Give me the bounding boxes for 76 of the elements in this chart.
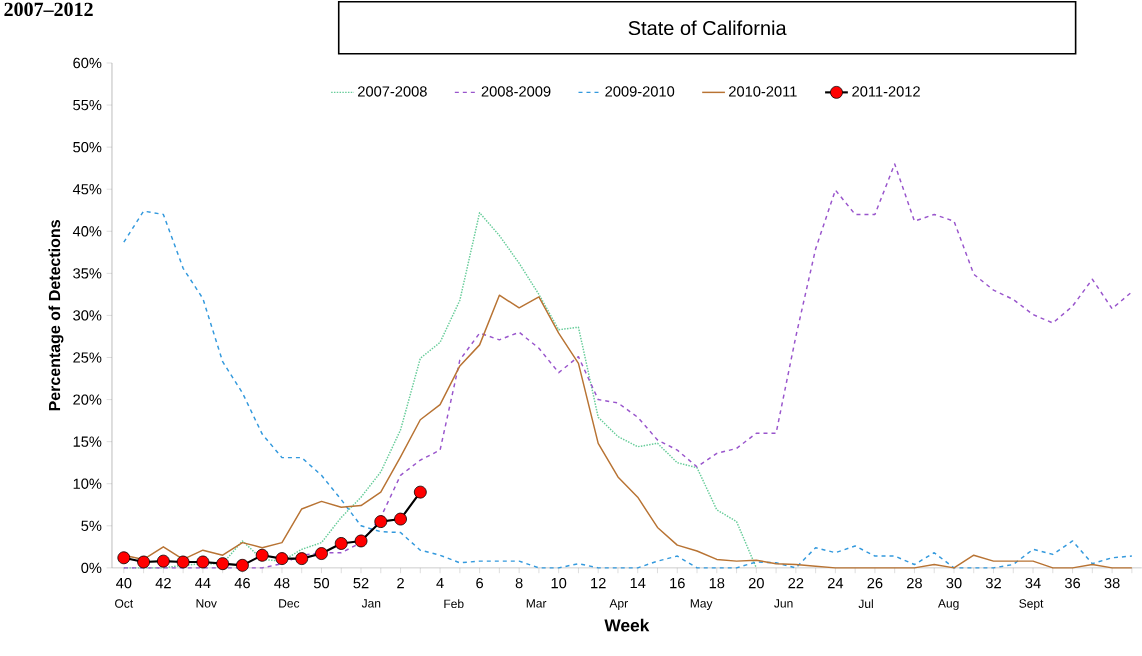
text: Mar (526, 599, 547, 608)
legend-label: 2010-2011 (729, 86, 797, 97)
y-tick-label: 5% (81, 520, 102, 532)
point (315, 547, 328, 561)
y-tick-label: 30% (73, 310, 102, 321)
x-tick-label: 6 (476, 578, 484, 589)
point (295, 552, 309, 566)
x-tick-label: 8 (515, 578, 523, 589)
point (137, 555, 150, 569)
x-tick-label: 22 (788, 578, 804, 589)
y-tick-label: 55% (73, 99, 102, 111)
y-tick-label: 45% (72, 184, 102, 195)
x-tick-label: 36 (1064, 578, 1081, 589)
x-tick-label: 24 (827, 578, 844, 589)
x-tick-label: 44 (195, 578, 211, 589)
point (413, 485, 427, 499)
text: Jan (361, 599, 381, 608)
x-axis-title: Week (604, 618, 650, 632)
y-tick-label: 0% (81, 562, 102, 574)
x-tick-label: 4 (436, 578, 444, 589)
legend-label: 2008-2009 (481, 86, 551, 97)
y-axis-title: Percentage of Detections (48, 220, 64, 411)
text: May (690, 599, 713, 611)
y-tick-label: 20% (73, 394, 102, 405)
point (275, 552, 289, 566)
text: Dec (279, 599, 300, 608)
chart-subtitle: State of California (628, 20, 787, 36)
point (176, 555, 190, 569)
x-tick-label: 52 (353, 578, 369, 589)
x-tick-label: 18 (709, 578, 725, 589)
x-tick-label: 16 (670, 578, 685, 589)
point (117, 551, 131, 565)
text: Jul (858, 599, 873, 609)
point (156, 554, 170, 568)
x-tick-label: 20 (748, 578, 764, 589)
point (374, 515, 388, 529)
point (255, 548, 269, 562)
x-tick-label: 38 (1104, 578, 1120, 589)
text: Apr (609, 599, 628, 611)
text: Jun (774, 599, 793, 608)
chart-title: 2007–2012 (4, 2, 93, 17)
text: Feb (444, 599, 464, 609)
x-tick-label: 10 (551, 578, 567, 589)
x-tick-label: 42 (155, 578, 171, 589)
legend-label: 2009-2010 (605, 86, 675, 97)
x-tick-label: 14 (630, 578, 646, 589)
legend-label: 2011-2012 (852, 86, 920, 97)
point (394, 512, 407, 526)
point (216, 557, 230, 571)
text: Sept (1019, 599, 1044, 611)
y-tick-label: 15% (73, 436, 102, 447)
point (196, 555, 210, 569)
x-tick-label: 12 (591, 578, 606, 589)
text: Oct (115, 599, 134, 608)
x-tick-label: 2 (397, 578, 404, 589)
x-tick-label: 30 (946, 578, 962, 589)
legend-label: 2007-2008 (358, 86, 427, 97)
y-tick-label: 35% (73, 268, 102, 279)
x-tick-label: 26 (867, 578, 883, 589)
text: Aug (937, 599, 959, 611)
x-tick-label: 40 (116, 578, 132, 589)
x-tick-label: 32 (985, 578, 1001, 589)
point (334, 537, 348, 550)
y-tick-label: 10% (73, 478, 102, 489)
point (354, 534, 368, 548)
y-tick-label: 60% (73, 57, 102, 69)
x-tick-label: 50 (313, 578, 330, 589)
x-tick-label: 28 (907, 578, 922, 589)
y-tick-label: 40% (72, 226, 102, 237)
x-tick-label: 46 (234, 578, 250, 589)
point (236, 559, 249, 572)
x-tick-label: 48 (274, 578, 290, 589)
text: Nov (196, 599, 217, 608)
y-tick-label: 25% (73, 352, 102, 363)
y-tick-label: 50% (73, 142, 102, 153)
x-tick-label: 34 (1025, 578, 1041, 589)
